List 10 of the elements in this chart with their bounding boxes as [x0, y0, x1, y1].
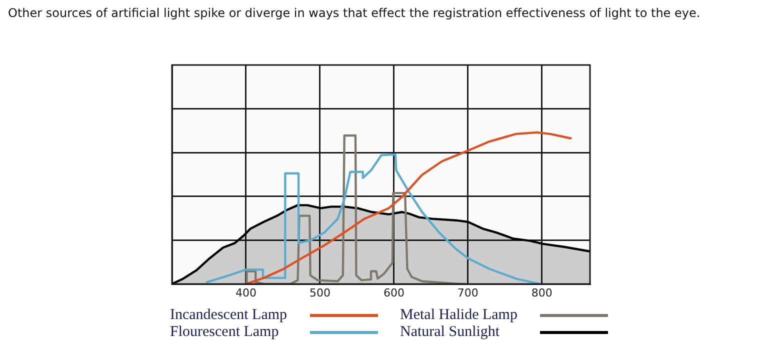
legend-label: Metal Halide Lamp: [400, 307, 518, 324]
x-tick-label: 600: [383, 286, 404, 300]
legend-label: Flourescent Lamp: [170, 324, 280, 341]
text: Natural Sunlight: [400, 324, 501, 341]
legend-label: Incandescent Lamp: [170, 307, 288, 324]
x-tick-label: 800: [531, 286, 552, 300]
chart-title: Other sources of artificial light spike or diverge in ways that effect the registration effectiveness of light to the eye.: [8, 6, 702, 20]
x-tick-label: 500: [309, 286, 330, 300]
x-tick-label: 400: [235, 286, 256, 300]
x-tick-label: 700: [457, 286, 478, 300]
